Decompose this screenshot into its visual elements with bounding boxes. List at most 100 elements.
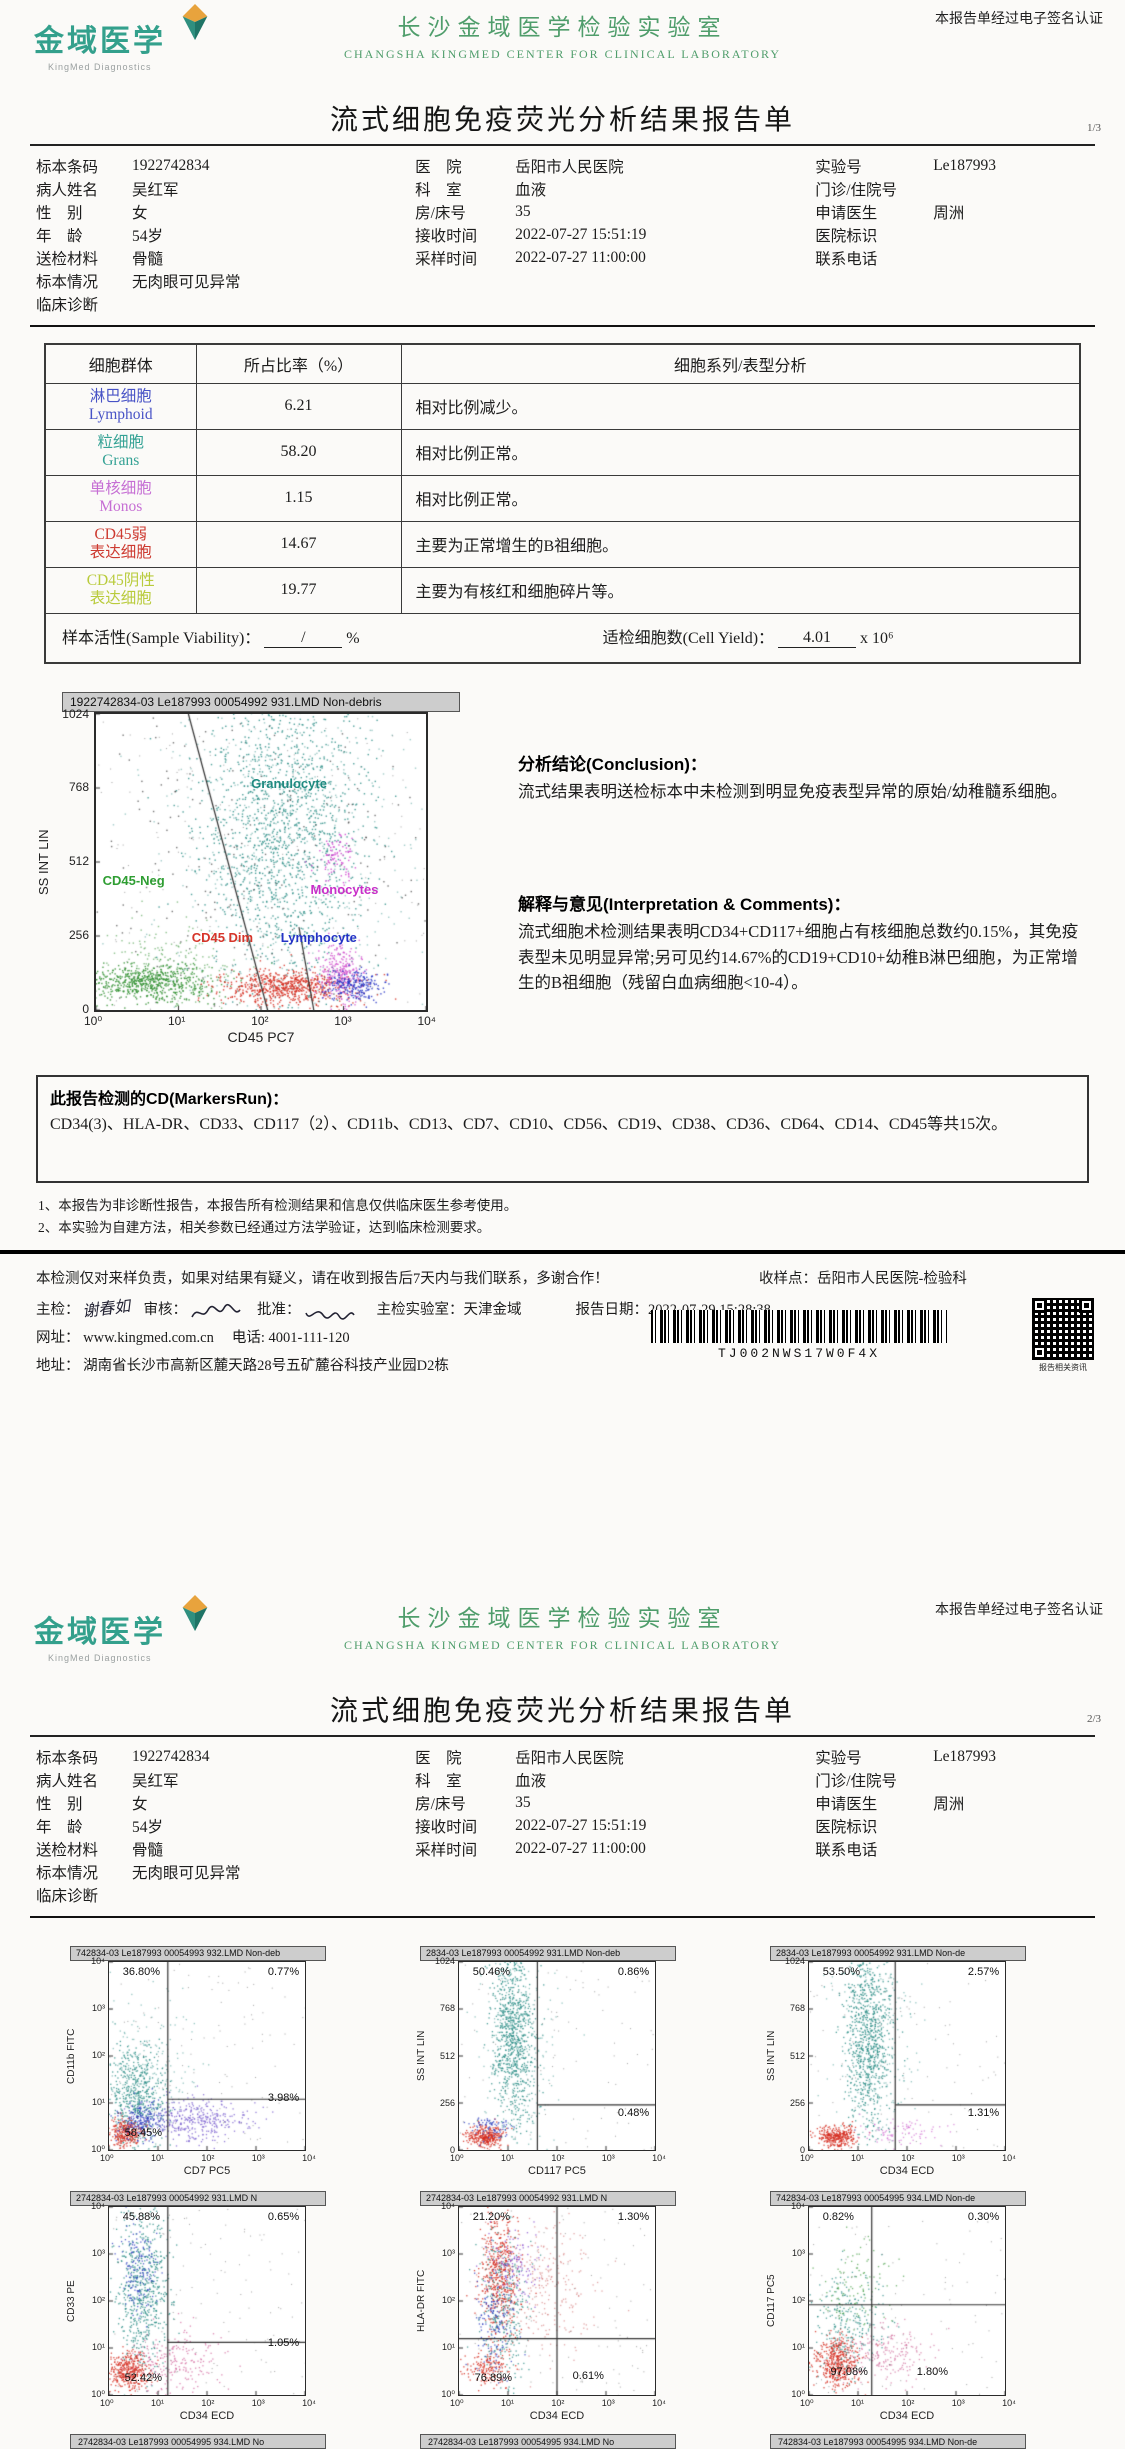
logo-subtitle: KingMed Diagnostics [48,62,152,72]
plot2-area: 50.46% 0.86% 0.48% [458,1961,656,2151]
plot3-canvas [809,1962,1005,2150]
flow-y-axis-label: SS INT LIN [36,828,51,895]
approver-label: 批准： [257,1302,301,1319]
plot1-x-label: CD7 PC5 [183,2165,231,2177]
plot4-y-label: CD33 PE [66,2280,77,2322]
plot5-y-label: HLA-DR FITC [416,2269,427,2333]
field-requesting-doctor-p2: 申请医生 周洲 [815,1795,965,1813]
plot4-area: 45.88% 0.65% 52.42% 1.05% [108,2206,306,2396]
approver-signature [304,1311,355,1321]
region-label-lymphocyte: Lymphocyte [280,929,357,945]
flow-x-axis-label: CD45 PC7 [227,1028,295,1045]
footer-phone: 电话: 4001-111-120 [231,1330,350,1347]
plot4-x-label: CD34 ECD [179,2410,235,2422]
footnote-2: 2、本实验为自建方法，相关参数已经通过方法学验证，达到临床检测要求。 [38,1220,491,1236]
mid-section: 1922742834-03 Le187993 00054992 931.LMD … [0,691,1125,1045]
report-page-1: 金域医学 KingMed Diagnostics 长沙金域医学检验实验室 CHA… [0,0,1125,1374]
divider-thick-p2 [30,1916,1095,1918]
field-hospital-id-p2: 医院标识 [815,1818,878,1836]
plot5-y-ticks: 10⁴ 10³ 10² 10¹ 10⁰ [441,2201,455,2399]
plot5-title: 2742834-03 Le187993 00054992 931.LMD N [420,2191,676,2206]
plot2-x-ticks: 10⁰ 10¹ 10² 10³ 10⁴ [450,2153,666,2163]
plot6-y-ticks: 10⁴ 10³ 10² 10¹ 10⁰ [791,2201,805,2399]
plot3-x-ticks: 10⁰ 10¹ 10² 10³ 10⁴ [800,2153,1016,2163]
footer-divider [0,1250,1125,1255]
plot2-title: 2834-03 Le187993 00054992 931.LMD Non-de… [420,1946,676,1961]
patient-col-3: 实验号 Le187993 门诊/住院号 申请医生 周洲 医院标识 联系电话 [815,154,1089,315]
plot6-x-ticks: 10⁰ 10¹ 10² 10³ 10⁴ [800,2398,1016,2408]
lab-name-cn: 长沙金域医学检验实验室 [397,15,728,40]
plot3-y-label: SS INT LIN [766,2030,777,2082]
page1-header: 金域医学 KingMed Diagnostics 长沙金域医学检验实验室 CHA… [0,0,1125,96]
region-label-cd45dim: CD45 Dim [191,929,254,945]
logo-wordmark-p2: 金域医学 [34,1616,166,1649]
plot3-area: 53.50% 2.57% 1.31% [808,1961,1006,2151]
flow-scatter-canvas [96,713,426,1010]
col-header-analysis: 细胞系列/表型分析 [400,345,1079,384]
page-number-p2: 2/3 [1086,1713,1101,1725]
plot5-x-ticks: 10⁰ 10¹ 10² 10³ 10⁴ [450,2398,666,2408]
field-sex-p2: 性 别女 [36,1795,148,1813]
gem-logo-icon-p2 [182,1595,208,1632]
next-plot-title-2: 2742834-03 Le187993 00054995 934.LMD No [420,2434,676,2449]
plot6-area: 0.82% 0.30% 97.08% 1.80% [808,2206,1006,2396]
qr-caption: 报告相关资讯 [1039,1363,1087,1373]
markers-box: 此报告检测的CD(MarkersRun)： CD34(3)、HLA-DR、CD3… [36,1074,1089,1183]
plot6-y-label: CD117 PC5 [766,2274,777,2328]
viability-value: / [264,629,343,648]
plot6-canvas [809,2207,1005,2395]
divider-p2 [30,1735,1095,1737]
gem-logo-icon [182,4,208,41]
table-header-row: 细胞群体 所占比率（%） 细胞系列/表型分析 [46,345,1079,384]
cell-population-table: 细胞群体 所占比率（%） 细胞系列/表型分析 淋巴细胞 Lymphoid 6.21… [44,343,1081,664]
divider [30,144,1095,146]
patient-info-grid: 标本条码 1922742834 病人姓名 吴红军 性 别女 年 龄 54岁 送检材料骨… [0,146,1125,317]
plot6-x-label: CD34 ECD [879,2410,935,2422]
field-lab-no-p2: 实验号 Le187993 [815,1747,997,1767]
report-page-2: 金域医学 KingMed Diagnostics 长沙金域医学检验实验室 CHA… [0,1545,1125,2449]
plot4-canvas [109,2207,305,2395]
field-sex: 性 别女 [36,204,148,222]
footer-collect-point: 收样点：岳阳市人民医院-检验科 [759,1271,967,1288]
reviewer-label: 审核： [143,1302,188,1319]
testing-lab-label: 主检实验室：天津金域 [376,1302,522,1319]
table-row-grans: 粒细胞 Grans 58.20 相对比例正常。 [46,428,1079,476]
field-received-time-p2: 接收时间 2022-07-27 15:51:19 [415,1816,647,1836]
region-label-cd45neg: CD45-Neg [102,873,165,889]
barcode-image [651,1310,947,1344]
markers-heading: 此报告检测的CD(MarkersRun)： [50,1090,289,1108]
page-number: 1/3 [1086,122,1101,134]
flow-plot-title: 1922742834-03 Le187993 00054992 931.LMD … [62,691,460,712]
patient-info-grid-p2: 标本条码 1922742834 病人姓名 吴红军 性 别女 年 龄 54岁 送检材料骨… [0,1737,1125,1908]
barcode-text: TJ002NWS17W0F4X [717,1346,881,1362]
lab-name-en-p2: CHANGSHA KINGMED CENTER FOR CLINICAL LAB… [343,1638,782,1652]
cell-yield-value: 4.01 [778,629,857,648]
viability-label: 样本活性(Sample Viability)： [62,629,261,647]
field-age-p2: 年 龄 54岁 [36,1818,164,1836]
field-sampling-time: 采样时间 2022-07-27 11:00:00 [415,248,646,268]
logo-subtitle-p2: KingMed Diagnostics [48,1653,152,1663]
plot2-y-label: SS INT LIN [416,2030,427,2082]
col-header-population: 细胞群体 [46,345,197,384]
report-title-row-p2: 流式细胞免疫荧光分析结果报告单 2/3 [0,1689,1125,1729]
viability-unit: % [346,629,360,647]
plot4-title: 2742834-03 Le187993 00054992 931.LMD N [70,2191,326,2206]
field-specimen-p2: 送检材料 骨髓 [36,1841,164,1859]
dot-plot-grid: 742834-03 Le187993 00054993 932.LMD Non-… [0,1946,1125,2422]
divider-thick [30,325,1095,327]
plot2-x-label: CD117 PC5 [528,2165,586,2177]
field-received-time: 接收时间 2022-07-27 15:51:19 [415,225,647,245]
field-specimen-condition-p2: 标本情况 无肉眼可见异常 [36,1864,241,1882]
report-title-row: 流式细胞免疫荧光分析结果报告单 1/3 [0,98,1125,138]
conclusion-block: 分析结论(Conclusion)： 流式结果表明送检标本中未检测到明显免疫表型异… [518,750,1083,805]
table-row-monos: 单核细胞 Monos 1.15 相对比例正常。 [46,474,1079,522]
flow-scatter-plot: 1922742834-03 Le187993 00054992 931.LMD … [36,691,506,1045]
field-specimen-condition: 标本情况 无肉眼可见异常 [36,273,241,291]
cell-yield-unit: x 10⁶ [860,629,894,647]
field-bed-no-p2: 房/床号 35 [415,1793,531,1813]
flow-plot-area: CD45-Neg CD45 Dim Granulocyte Monocytes … [94,711,428,1012]
markers-body: CD34(3)、HLA-DR、CD33、CD117（2）、CD11b、CD13、… [50,1115,1008,1133]
field-contact-phone: 联系电话 [815,250,878,268]
plot3-x-label: CD34 ECD [879,2165,935,2177]
patient-col-1: 标本条码 1922742834 病人姓名 吴红军 性 别女 年 龄 54岁 送检材料骨… [36,154,415,315]
